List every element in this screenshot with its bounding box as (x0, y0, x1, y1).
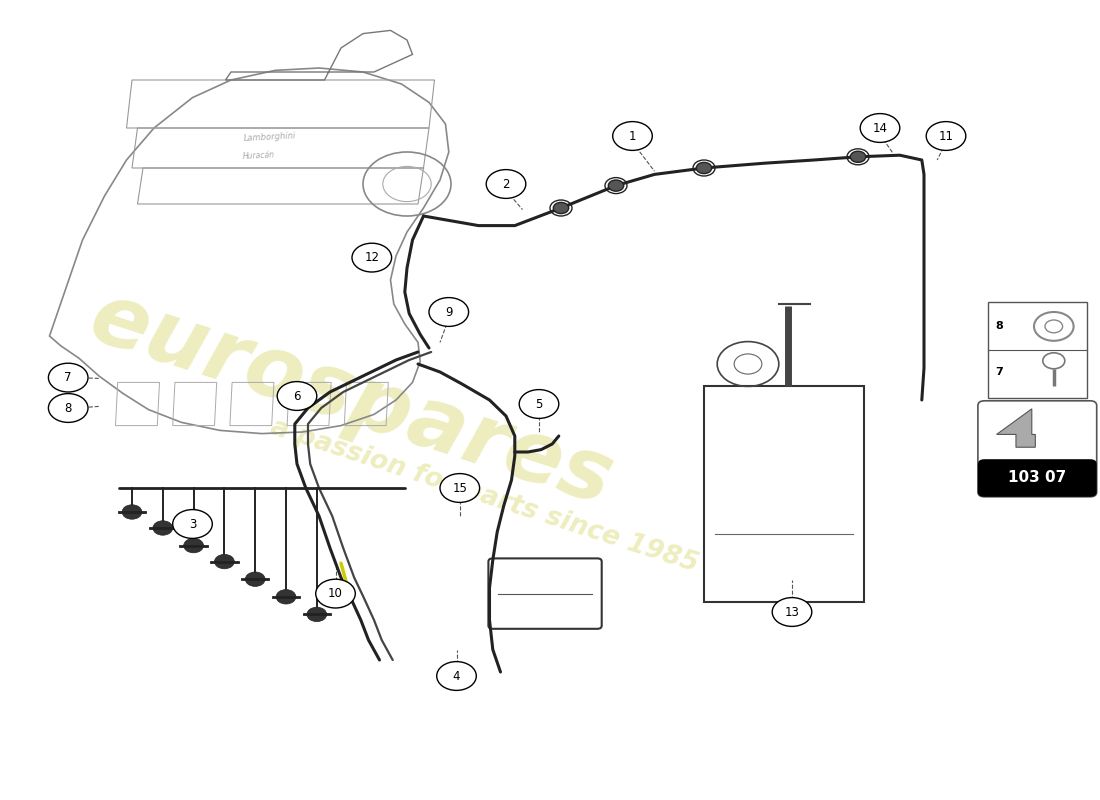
Text: 5: 5 (536, 398, 542, 410)
Text: Lamborghini: Lamborghini (243, 132, 296, 143)
Circle shape (696, 162, 712, 174)
Text: 103 07: 103 07 (1009, 470, 1066, 486)
Polygon shape (1018, 416, 1070, 448)
Text: 13: 13 (784, 606, 800, 618)
Circle shape (245, 572, 265, 586)
Circle shape (173, 510, 212, 538)
Text: 4: 4 (453, 670, 460, 682)
Circle shape (613, 122, 652, 150)
Circle shape (122, 505, 142, 519)
Circle shape (519, 390, 559, 418)
Text: 10: 10 (328, 587, 343, 600)
Circle shape (276, 590, 296, 604)
Circle shape (437, 662, 476, 690)
Circle shape (440, 474, 480, 502)
Polygon shape (997, 409, 1035, 447)
Circle shape (352, 243, 392, 272)
Text: 6: 6 (294, 390, 300, 402)
Circle shape (926, 122, 966, 150)
Text: 11: 11 (938, 130, 954, 142)
Text: eurospares: eurospares (80, 277, 624, 523)
Text: 15: 15 (452, 482, 468, 494)
Circle shape (48, 363, 88, 392)
Text: 8: 8 (996, 322, 1003, 331)
Text: 9: 9 (446, 306, 452, 318)
Circle shape (307, 607, 327, 622)
Circle shape (553, 202, 569, 214)
Circle shape (772, 598, 812, 626)
Text: a passion for parts since 1985: a passion for parts since 1985 (266, 414, 702, 578)
Text: Huracán: Huracán (242, 150, 275, 161)
FancyBboxPatch shape (978, 459, 1097, 497)
Circle shape (608, 180, 624, 191)
Text: 3: 3 (189, 518, 196, 530)
Circle shape (48, 394, 88, 422)
Text: 8: 8 (65, 402, 72, 414)
Circle shape (316, 579, 355, 608)
Text: 7: 7 (996, 367, 1003, 377)
Circle shape (277, 382, 317, 410)
Text: 2: 2 (503, 178, 509, 190)
Text: 1: 1 (629, 130, 636, 142)
FancyBboxPatch shape (978, 401, 1097, 497)
Circle shape (184, 538, 204, 553)
Circle shape (860, 114, 900, 142)
Circle shape (429, 298, 469, 326)
Text: 7: 7 (65, 371, 72, 384)
Text: 12: 12 (364, 251, 380, 264)
Circle shape (850, 151, 866, 162)
Text: 14: 14 (872, 122, 888, 134)
Circle shape (214, 554, 234, 569)
Circle shape (153, 521, 173, 535)
Circle shape (486, 170, 526, 198)
